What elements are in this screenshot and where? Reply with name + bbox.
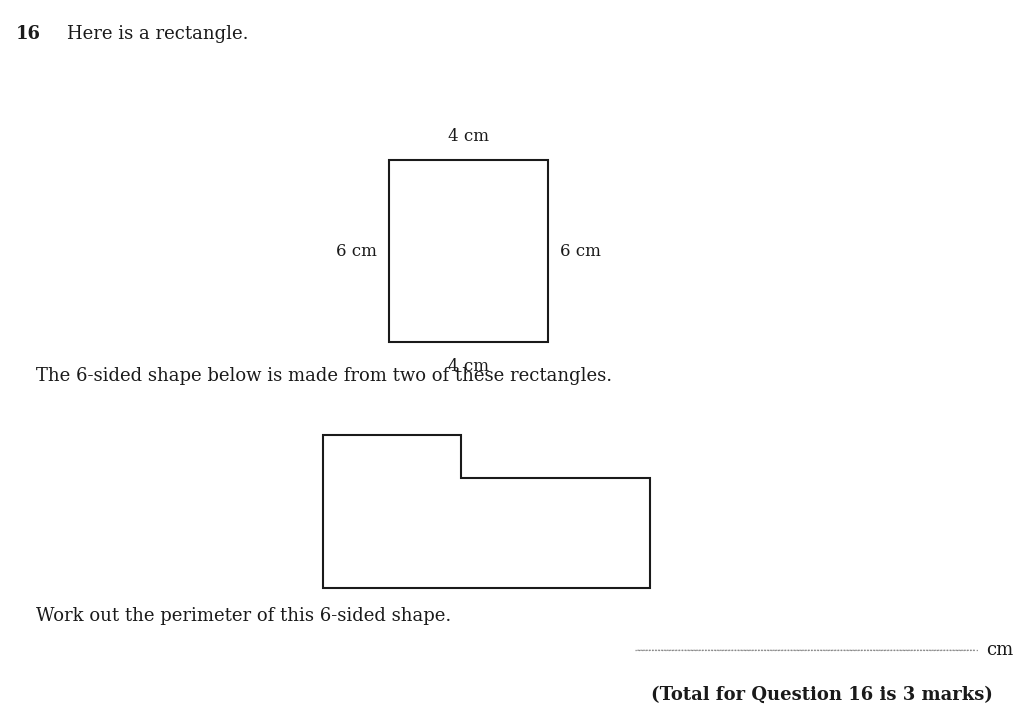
Text: 6 cm: 6 cm	[336, 243, 377, 260]
Text: Here is a rectangle.: Here is a rectangle.	[67, 25, 248, 43]
Text: 4 cm: 4 cm	[447, 358, 489, 375]
Text: 16: 16	[15, 25, 40, 43]
Bar	[389, 160, 548, 342]
Text: 6 cm: 6 cm	[560, 243, 601, 260]
Polygon shape	[323, 435, 650, 588]
Text: The 6-sided shape below is made from two of these rectangles.: The 6-sided shape below is made from two…	[36, 367, 612, 385]
Text: 4 cm: 4 cm	[447, 128, 489, 145]
Text: (Total for Question 16 is 3 marks): (Total for Question 16 is 3 marks)	[651, 686, 993, 704]
Text: Work out the perimeter of this 6-sided shape.: Work out the perimeter of this 6-sided s…	[36, 607, 452, 625]
Text: cm: cm	[986, 641, 1014, 660]
